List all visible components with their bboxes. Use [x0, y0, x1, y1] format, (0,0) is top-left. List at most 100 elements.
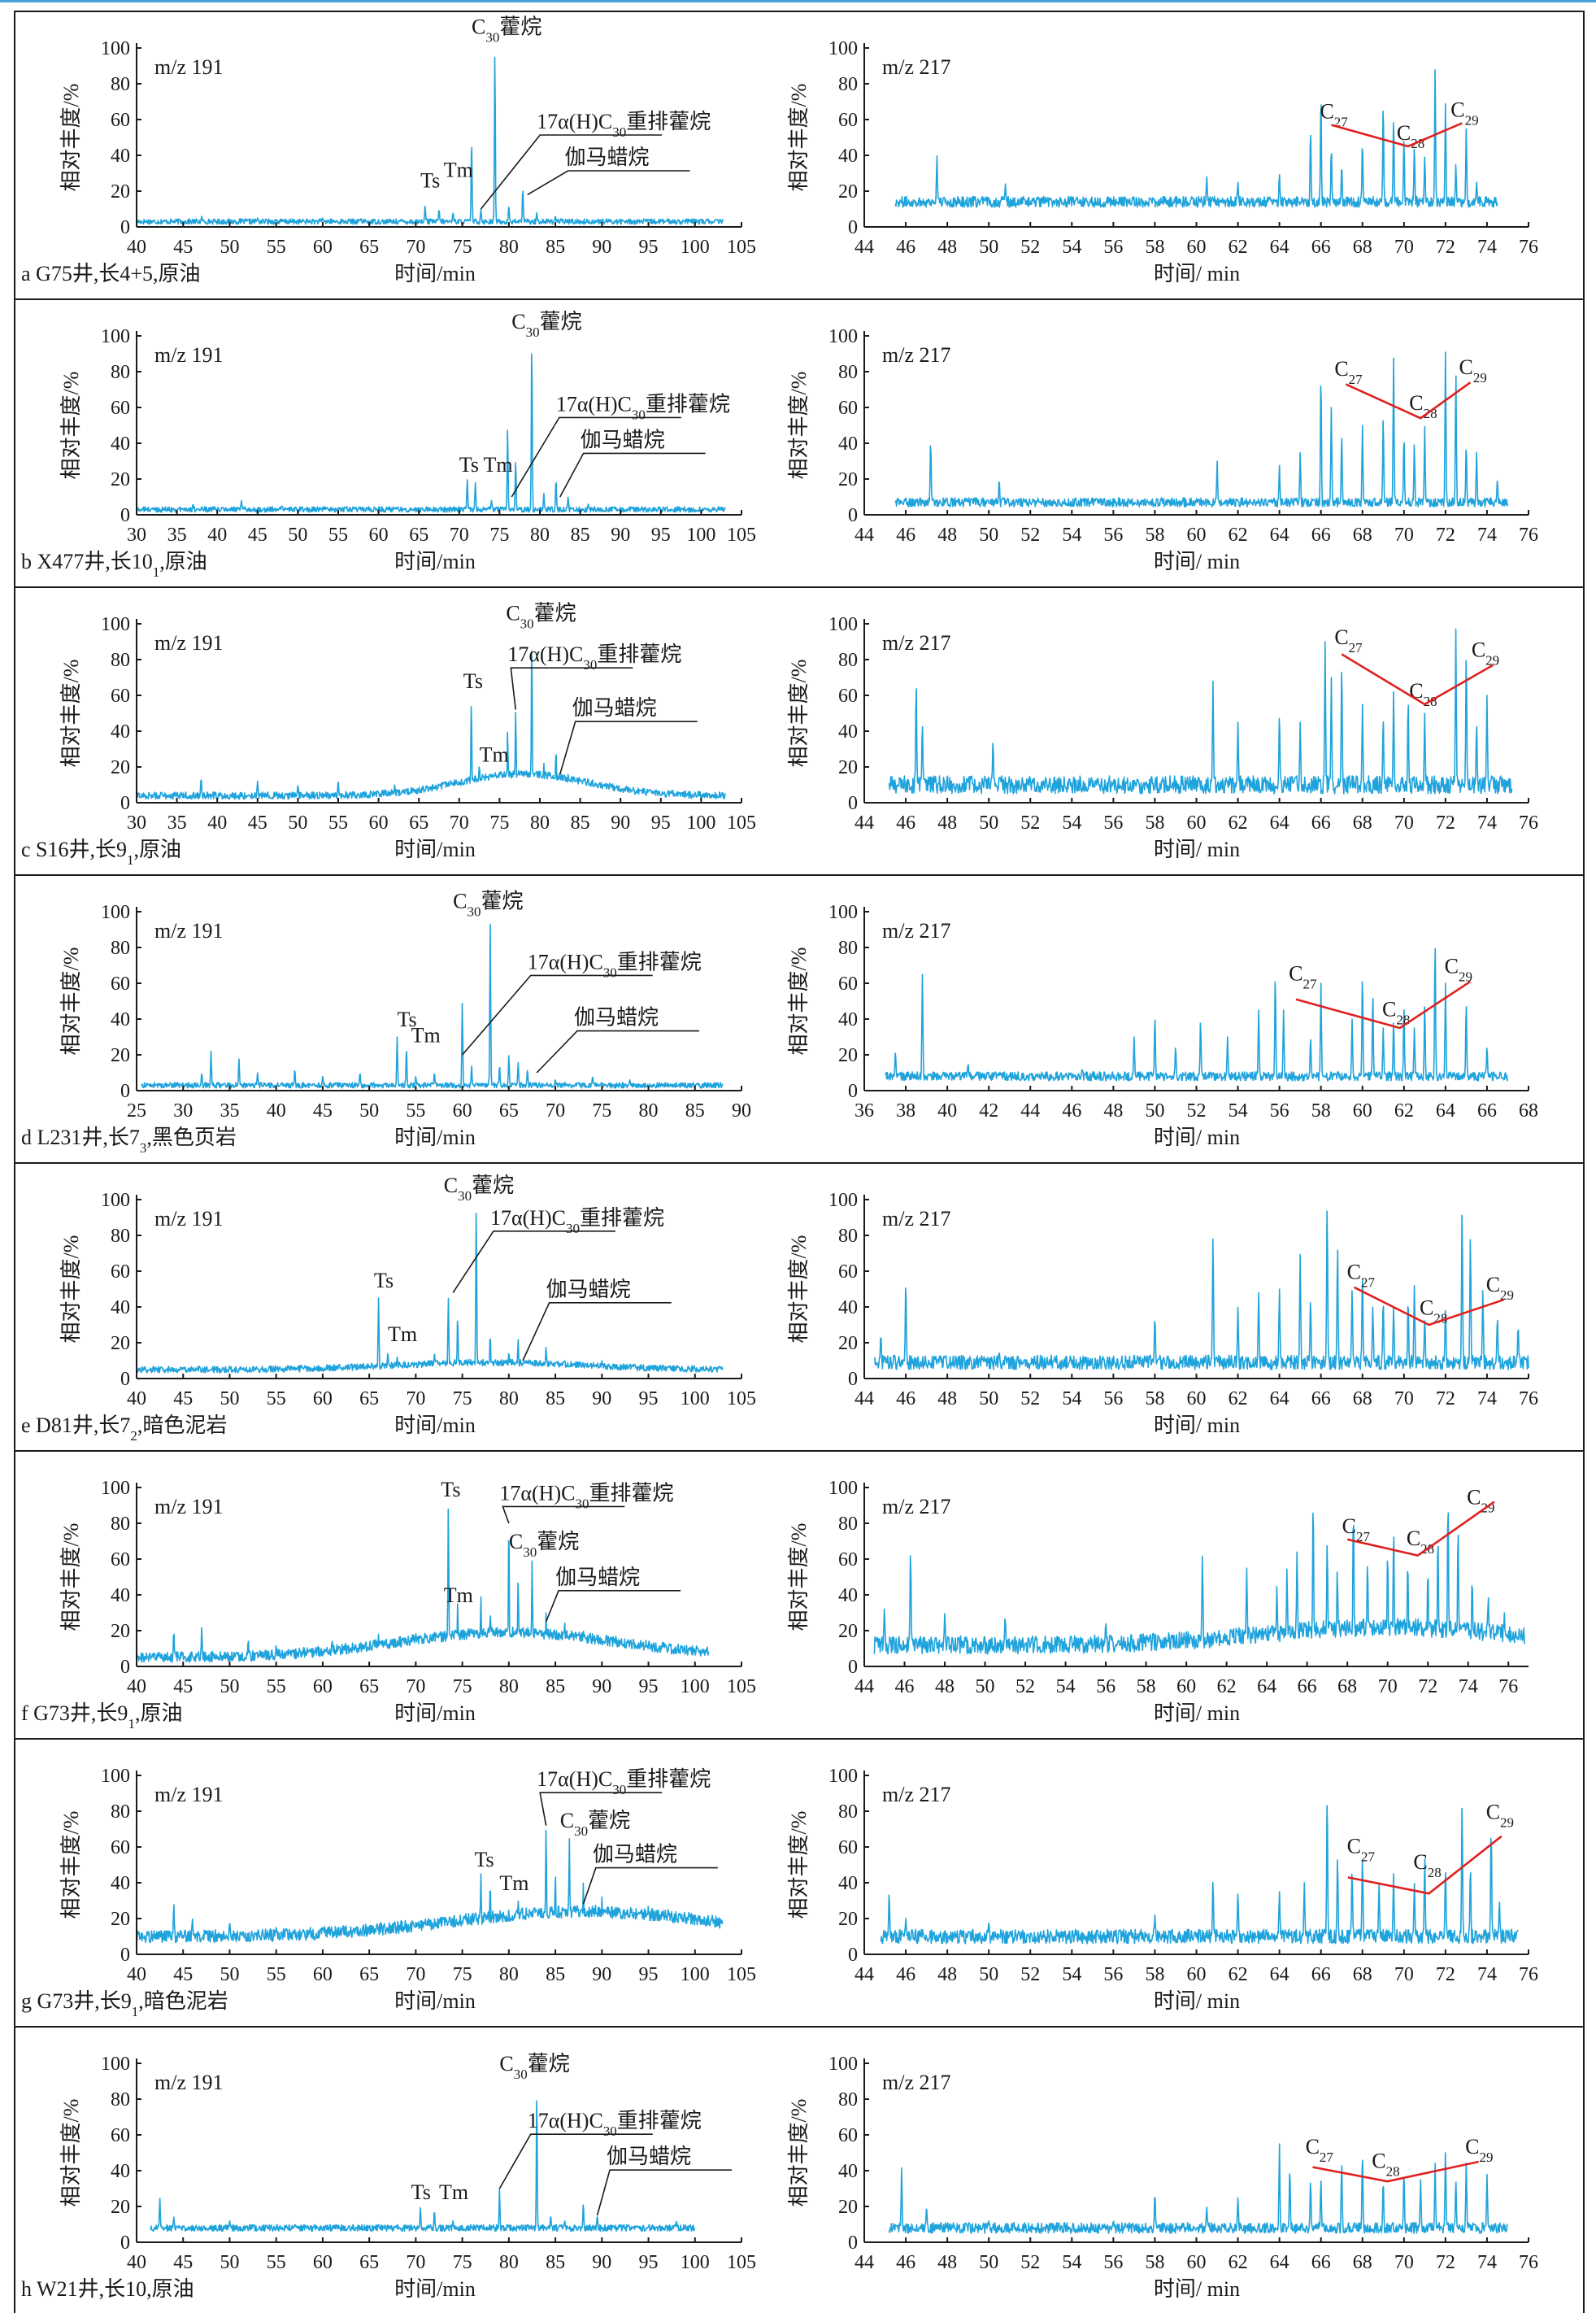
y-tick-label: 0	[120, 2232, 130, 2254]
x-tick-label: 60	[1187, 2252, 1207, 2273]
y-tick-label: 0	[848, 793, 858, 814]
y-tick-label: 60	[838, 1837, 858, 1858]
x-axis-title: 时间/ min	[1154, 2277, 1240, 2301]
x-axis-title: 时间/min	[394, 838, 476, 861]
x-tick-label: 75	[489, 525, 509, 546]
chart-panel-g-right: 0 20 40 60 80 100 44 46 48 50 52 54 56 58 60 62 64 66 68 70…	[787, 1766, 1538, 2013]
x-tick-label: 50	[220, 1676, 239, 1697]
y-tick-label: 0	[120, 1369, 130, 1390]
x-axis-title: 时间/ min	[1154, 1701, 1240, 1725]
x-tick-label: 95	[639, 1676, 659, 1697]
y-tick-label: 0	[848, 505, 858, 526]
y-tick-label: 40	[111, 1585, 130, 1606]
x-tick-label: 65	[359, 1964, 379, 1985]
x-axis-title: 时间/min	[394, 1701, 476, 1725]
chromatogram-trace	[136, 1508, 710, 1663]
mass-channel-label: m/z 191	[154, 631, 224, 655]
x-tick-label: 70	[406, 1676, 425, 1697]
x-tick-label: 100	[686, 525, 715, 546]
y-tick-label: 80	[838, 362, 858, 383]
x-tick-label: 76	[1519, 812, 1538, 834]
y-tick-label: 80	[838, 1514, 858, 1535]
y-tick-label: 100	[828, 326, 858, 347]
x-tick-label: 54	[1062, 237, 1081, 258]
y-tick-label: 40	[838, 146, 858, 167]
chromatogram-trace	[136, 353, 726, 513]
x-tick-label: 64	[1257, 1676, 1276, 1697]
sterane-v-line	[1346, 1501, 1495, 1557]
x-tick-label: 40	[127, 1388, 146, 1409]
x-tick-label: 58	[1145, 812, 1164, 834]
x-tick-label: 72	[1436, 2252, 1455, 2273]
x-tick-label: 76	[1498, 1676, 1518, 1697]
x-tick-label: 74	[1477, 1964, 1497, 1985]
chromatogram-trace	[894, 351, 1509, 507]
x-axis-title: 时间/min	[394, 1989, 476, 2013]
y-axis-title: 相对丰度/%	[787, 2099, 811, 2207]
x-tick-label: 46	[896, 1964, 915, 1985]
x-tick-label: 55	[267, 1964, 286, 1985]
x-tick-label: 58	[1145, 1964, 1164, 1985]
x-tick-label: 70	[406, 1964, 425, 1985]
x-tick-label: 70	[1394, 2252, 1414, 2273]
x-tick-label: 74	[1459, 1676, 1478, 1697]
y-tick-label: 60	[111, 110, 130, 131]
x-tick-label: 65	[409, 812, 428, 834]
y-axis-title: 相对丰度/%	[787, 1235, 811, 1344]
x-tick-label: 70	[1394, 1388, 1414, 1409]
annotation-leader	[480, 134, 663, 210]
chromatogram-trace	[150, 2100, 696, 2232]
x-tick-label: 95	[651, 812, 671, 834]
x-tick-label: 95	[639, 2252, 659, 2273]
x-tick-label: 105	[727, 812, 756, 834]
x-tick-label: 80	[530, 812, 550, 834]
x-tick-label: 52	[1020, 525, 1040, 546]
x-tick-label: 75	[453, 237, 472, 258]
x-tick-label: 50	[288, 812, 307, 834]
x-tick-label: 105	[727, 1964, 756, 1985]
sterane-annotation: C29	[1486, 1273, 1514, 1303]
x-tick-label: 46	[896, 2252, 915, 2273]
x-tick-label: 105	[727, 1388, 756, 1409]
x-tick-label: 60	[369, 525, 389, 546]
mass-channel-label: m/z 217	[882, 1495, 951, 1518]
x-tick-label: 72	[1436, 1388, 1455, 1409]
x-tick-label: 46	[896, 237, 915, 258]
y-tick-label: 40	[838, 1873, 858, 1894]
x-tick-label: 60	[313, 1676, 333, 1697]
x-tick-label: 58	[1145, 237, 1164, 258]
x-tick-label: 90	[592, 1676, 611, 1697]
x-tick-label: 85	[546, 1676, 565, 1697]
sterane-v-line	[1312, 2160, 1479, 2183]
y-tick-label: 40	[111, 1873, 130, 1894]
y-tick-label: 80	[111, 1226, 130, 1247]
x-tick-label: 90	[732, 1100, 751, 1122]
y-tick-label: 60	[111, 1837, 130, 1858]
y-tick-label: 100	[101, 1190, 130, 1211]
peak-annotation: C30藿烷	[499, 2052, 569, 2082]
annotation-leader	[536, 1030, 699, 1074]
x-tick-label: 50	[288, 525, 307, 546]
peak-annotation: Tm	[444, 1583, 473, 1607]
x-tick-label: 50	[979, 812, 998, 834]
x-tick-label: 45	[173, 1388, 193, 1409]
x-tick-label: 48	[937, 525, 957, 546]
x-tick-label: 105	[727, 237, 756, 258]
x-tick-label: 56	[1103, 1388, 1123, 1409]
x-tick-label: 66	[1311, 2252, 1331, 2273]
y-tick-label: 60	[111, 1261, 130, 1283]
y-tick-label: 80	[111, 650, 130, 671]
x-tick-label: 68	[1353, 1388, 1372, 1409]
x-tick-label: 50	[220, 2252, 239, 2273]
chromatogram-trace	[884, 947, 1509, 1082]
row-caption: e D81井,长72,暗色泥岩	[21, 1414, 227, 1444]
mass-channel-label: m/z 217	[882, 343, 951, 367]
chart-panel-c-left: 0 20 40 60 80 100 30 35 40 45 50 55 60 65 70 75 80 85 90 95…	[21, 602, 756, 868]
x-tick-label: 80	[499, 1964, 519, 1985]
x-tick-label: 70	[546, 1100, 565, 1122]
x-tick-label: 62	[1229, 1388, 1248, 1409]
x-tick-label: 90	[592, 1964, 611, 1985]
x-axis-title: 时间/ min	[1154, 838, 1240, 861]
x-tick-label: 55	[267, 2252, 286, 2273]
y-tick-label: 20	[111, 757, 130, 778]
